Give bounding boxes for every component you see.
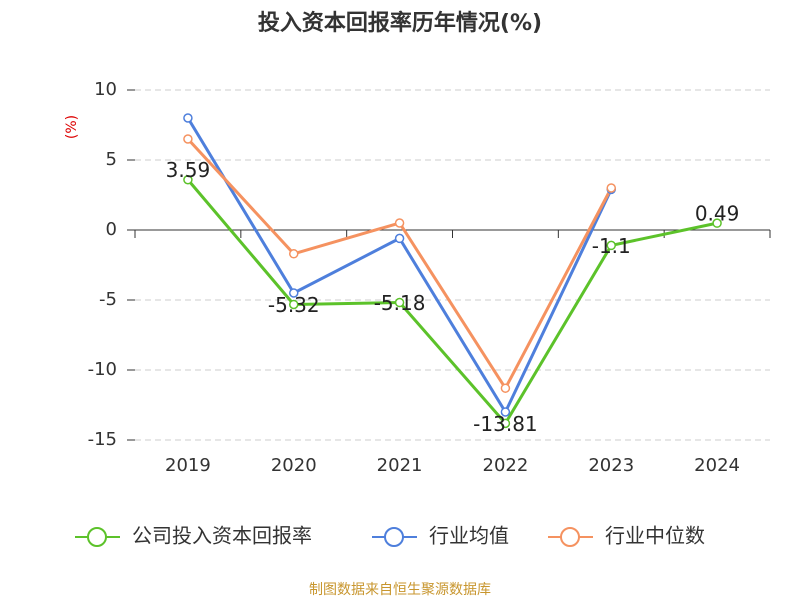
legend-marker [560, 527, 580, 547]
point [606, 183, 616, 193]
point [500, 418, 511, 429]
chart-title: 投入资本回报率历年情况(%) [258, 10, 542, 36]
y-tick-label: 0 [106, 219, 117, 240]
y-tick-label: -15 [88, 429, 117, 450]
x-tick-label: 2022 [483, 455, 529, 476]
x-tick-label: 2024 [694, 455, 740, 476]
legend-label: 公司投入资本回报率 [132, 524, 312, 548]
point [500, 407, 511, 417]
data-label: 0.49 [695, 202, 740, 226]
source-note: 制图数据来自恒生聚源数据库 [309, 582, 491, 598]
data-label: -5.18 [374, 291, 426, 315]
legend-marker [87, 527, 107, 547]
point [289, 249, 299, 259]
y-axis-label: (%) [64, 115, 80, 139]
y-tick-label: -5 [99, 289, 117, 310]
x-tick-label: 2020 [271, 455, 317, 476]
point [289, 299, 299, 310]
point [394, 233, 405, 244]
data-label: -1.1 [592, 234, 631, 258]
x-tick-label: 2021 [377, 455, 423, 476]
point [183, 113, 193, 123]
x-tick-label: 2023 [588, 455, 634, 476]
legend-label: 行业中位数 [605, 524, 705, 548]
point [394, 297, 405, 308]
point [712, 218, 722, 228]
point [183, 134, 193, 144]
point [183, 174, 193, 185]
y-tick-label: 5 [106, 149, 117, 170]
point [606, 240, 616, 251]
legend-label: 行业均值 [429, 524, 509, 548]
point [394, 218, 405, 228]
y-tick-label: -10 [88, 359, 117, 380]
point [289, 288, 299, 298]
series-line [186, 178, 718, 426]
point [500, 383, 511, 393]
y-tick-label: 10 [94, 79, 117, 100]
series-line [186, 117, 613, 416]
data-label: 3.59 [166, 158, 211, 182]
x-tick-label: 2019 [165, 455, 211, 476]
legend-marker [384, 527, 404, 547]
